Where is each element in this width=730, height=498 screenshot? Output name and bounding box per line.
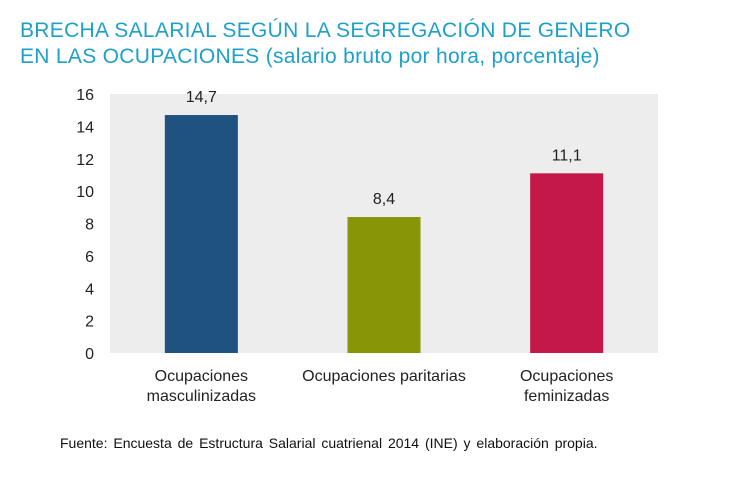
- data-label: 11,1: [552, 147, 582, 164]
- chart-title-line-2: EN LAS OCUPACIONES (salario bruto por ho…: [20, 45, 600, 68]
- chart-title-line-1: BRECHA SALARIAL SEGÚN LA SEGREGACIÓN DE …: [20, 19, 631, 42]
- y-axis: 0 2 4 6 8 10 12 14 16: [76, 87, 94, 363]
- category-label: Ocupaciones: [155, 368, 248, 385]
- y-tick-label: 6: [85, 249, 94, 266]
- chart-title: BRECHA SALARIAL SEGÚN LA SEGREGACIÓN DE …: [20, 18, 710, 70]
- y-tick-label: 4: [85, 281, 94, 298]
- y-tick-label: 16: [76, 87, 94, 104]
- category-label: Ocupaciones paritarias: [302, 368, 466, 385]
- bars: [164, 115, 604, 353]
- source-note: Fuente: Encuesta de Estructura Salarial …: [60, 435, 598, 451]
- value-labels: 14,7 8,4 11,1: [186, 89, 582, 208]
- y-tick-label: 8: [85, 217, 94, 234]
- category-label: Ocupaciones: [520, 368, 613, 385]
- category-label: masculinizadas: [147, 388, 256, 405]
- data-label: 8,4: [373, 191, 395, 208]
- y-tick-label: 10: [76, 184, 94, 201]
- bar: [164, 115, 238, 353]
- data-label: 14,7: [186, 89, 217, 106]
- y-tick-label: 14: [76, 119, 94, 136]
- bar: [530, 173, 604, 353]
- bar: [347, 217, 421, 353]
- y-tick-label: 0: [85, 346, 94, 363]
- category-label: feminizadas: [524, 388, 609, 405]
- y-tick-label: 12: [76, 152, 94, 169]
- y-tick-label: 2: [85, 314, 94, 331]
- category-labels: Ocupaciones masculinizadas Ocupaciones par…: [147, 368, 614, 405]
